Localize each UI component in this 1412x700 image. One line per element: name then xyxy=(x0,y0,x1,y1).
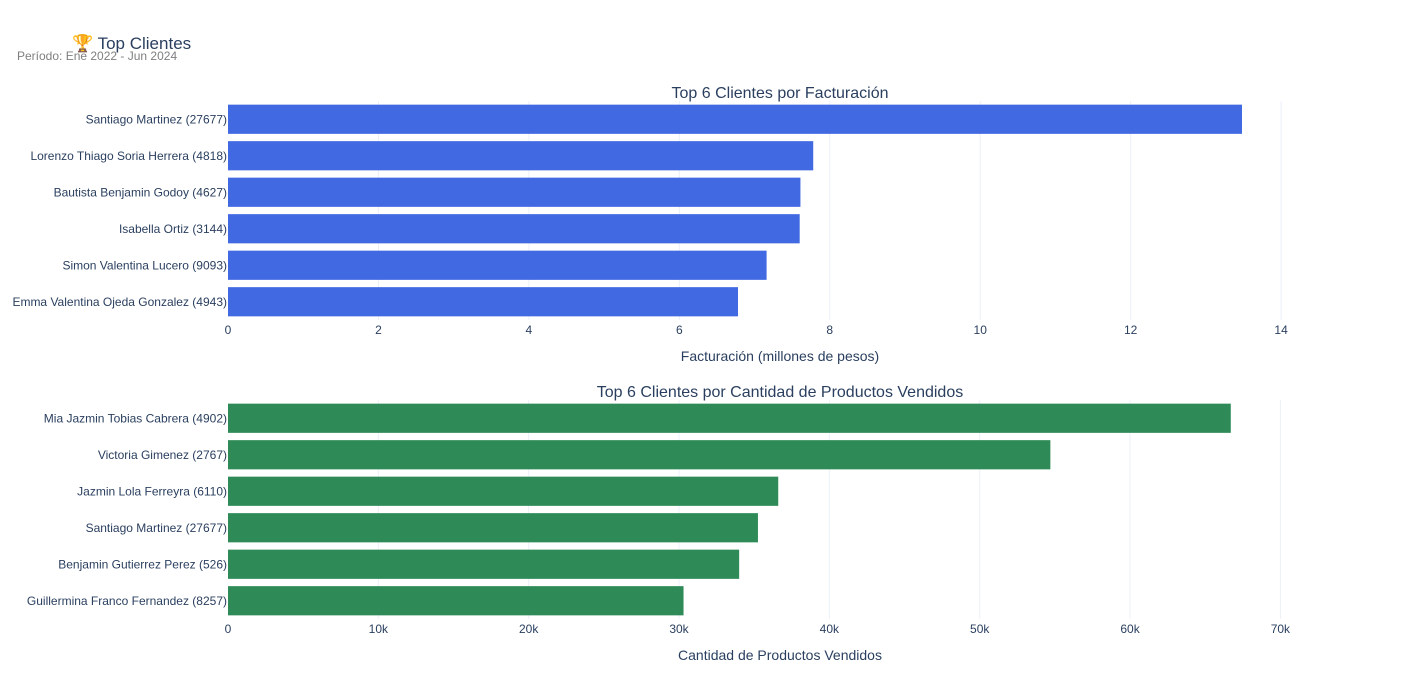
x-tick-label: 8 xyxy=(826,323,833,337)
x-tick-label: 14 xyxy=(1274,323,1288,337)
category-label: Emma Valentina Ojeda Gonzalez (4943) xyxy=(12,295,227,309)
bar-1-3 xyxy=(228,177,801,207)
x-tick-label: 70k xyxy=(1271,622,1291,636)
x-tick-label: 20k xyxy=(519,622,539,636)
category-label: Santiago Martinez (27677) xyxy=(86,112,227,126)
category-label: Guillermina Franco Fernandez (8257) xyxy=(27,594,227,608)
x-axis-title: Cantidad de Productos Vendidos xyxy=(678,647,882,663)
x-tick-label: 60k xyxy=(1120,622,1140,636)
category-label: Victoria Gimenez (2767) xyxy=(98,448,227,462)
x-tick-label: 10 xyxy=(974,323,988,337)
x-tick-label: 0 xyxy=(225,622,232,636)
trophy-icon: 🏆 xyxy=(72,34,94,53)
bar-2-2 xyxy=(228,440,1051,470)
bar-2-3 xyxy=(228,476,779,506)
bar-2-5 xyxy=(228,549,740,579)
category-label: Mia Jazmin Tobias Cabrera (4902) xyxy=(44,411,227,425)
bar-2-4 xyxy=(228,513,758,543)
category-label: Simon Valentina Lucero (9093) xyxy=(62,258,227,272)
bar-1-6 xyxy=(228,287,739,317)
bar-1-4 xyxy=(228,214,800,244)
bar-2-1 xyxy=(228,403,1231,433)
chart-title: Top 6 Clientes por Cantidad de Productos… xyxy=(597,384,963,401)
category-label: Santiago Martinez (27677) xyxy=(86,521,227,535)
bar-2-6 xyxy=(228,586,684,616)
category-label: Bautista Benjamin Godoy (4627) xyxy=(54,185,227,199)
category-label: Isabella Ortiz (3144) xyxy=(119,222,227,236)
category-label: Benjamin Gutierrez Perez (526) xyxy=(58,557,227,571)
category-label: Jazmin Lola Ferreyra (6110) xyxy=(77,484,227,498)
page-title-text: Top Clientes xyxy=(97,34,192,53)
page-header: 🏆 Top Clientes Período: Ene 2022 - Jun 2… xyxy=(0,0,1412,80)
bar-1-5 xyxy=(228,250,767,280)
bar-1-2 xyxy=(228,141,814,171)
x-tick-label: 4 xyxy=(526,323,533,337)
x-tick-label: 0 xyxy=(225,323,232,337)
page-subtitle: Período: Ene 2022 - Jun 2024 xyxy=(17,49,178,63)
x-tick-label: 6 xyxy=(676,323,683,337)
x-tick-label: 2 xyxy=(375,323,382,337)
page-title: 🏆 Top Clientes xyxy=(72,34,191,54)
x-tick-label: 30k xyxy=(669,622,689,636)
x-tick-label: 50k xyxy=(970,622,990,636)
x-axis-title: Facturación (millones de pesos) xyxy=(681,348,879,364)
x-tick-label: 12 xyxy=(1124,323,1138,337)
x-tick-label: 40k xyxy=(820,622,840,636)
chart-title: Top 6 Clientes por Facturación xyxy=(672,85,889,102)
category-label: Lorenzo Thiago Soria Herrera (4818) xyxy=(30,149,227,163)
bar-1-1 xyxy=(228,104,1242,134)
x-tick-label: 10k xyxy=(369,622,389,636)
